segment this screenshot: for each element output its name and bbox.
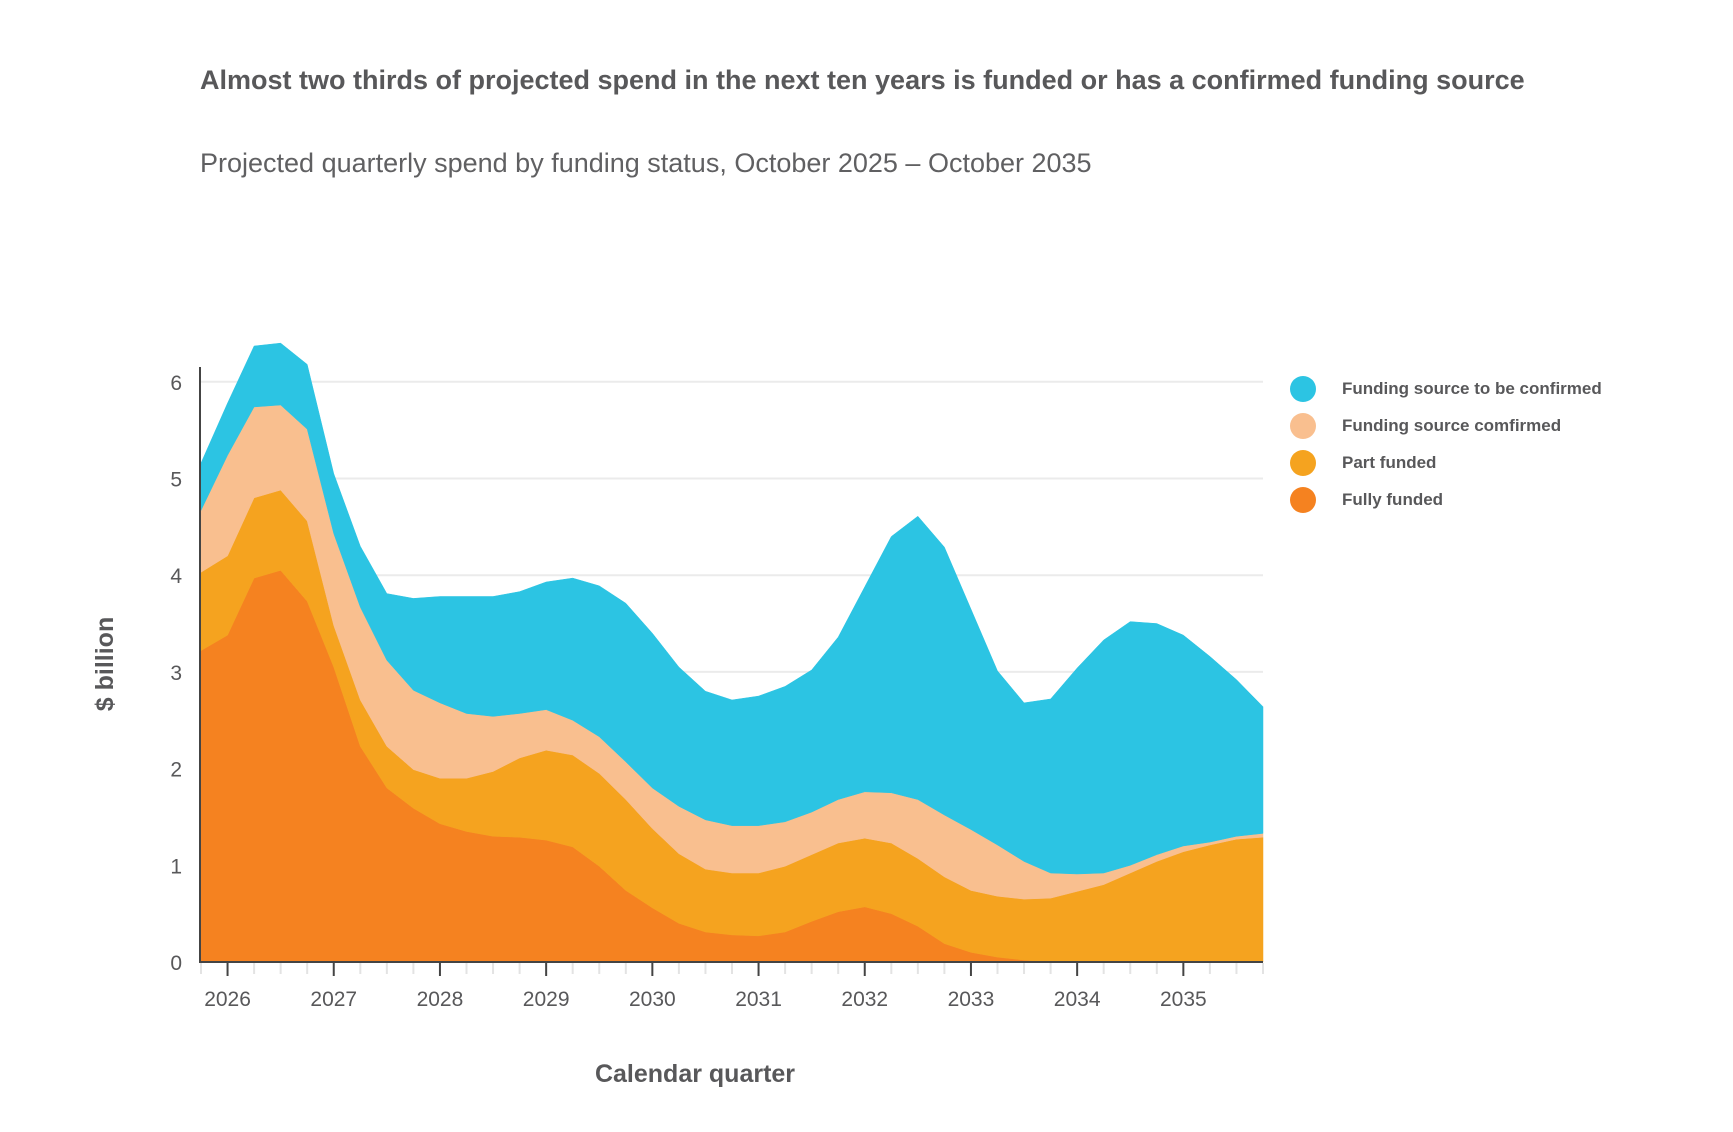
legend-label: Part funded [1342, 452, 1437, 472]
legend-swatch-orange-icon [1290, 486, 1316, 513]
x-tick-label: 2035 [1160, 988, 1207, 1011]
legend-swatch-amber-icon [1290, 449, 1316, 476]
y-tick-label: 1 [170, 855, 182, 878]
x-axis-title: Calendar quarter [595, 1060, 795, 1088]
y-axis-title: $ billion [91, 617, 119, 711]
y-tick-label: 6 [170, 372, 182, 395]
y-tick-label: 5 [170, 469, 182, 492]
y-tick-label: 4 [170, 565, 182, 588]
x-tick-label: 2030 [629, 988, 676, 1011]
area-layers [200, 342, 1264, 963]
legend: Funding source to be confirmed Funding s… [1290, 370, 1602, 518]
x-tick-label: 2034 [1054, 988, 1101, 1011]
legend-item-part-funded[interactable]: Part funded [1290, 444, 1602, 481]
y-tick-label: 2 [170, 759, 182, 782]
legend-item-to-be-confirmed[interactable]: Funding source to be confirmed [1290, 370, 1602, 407]
legend-swatch-blue-icon [1290, 375, 1316, 402]
x-tick-label: 2033 [948, 988, 995, 1011]
x-tick-label: 2029 [523, 988, 570, 1011]
y-tick-label: 0 [170, 952, 182, 975]
chart-title: Almost two thirds of projected spend in … [200, 65, 1525, 95]
x-tick-label: 2027 [310, 988, 357, 1011]
y-tick-label: 3 [170, 662, 182, 685]
legend-label: Fully funded [1342, 489, 1444, 509]
legend-item-confirmed[interactable]: Funding source comfirmed [1290, 407, 1602, 444]
x-tick-label: 2032 [841, 988, 888, 1011]
area-funding-source-to-be-confirmed [200, 342, 1264, 875]
x-tick-label: 2028 [417, 988, 464, 1011]
legend-label: Funding source to be confirmed [1342, 378, 1602, 398]
legend-label: Funding source comfirmed [1342, 415, 1562, 435]
axes: 0 1 2 3 4 5 6 2026 2027 2028 2029 2030 2031 2032 2033 2… [170, 367, 1264, 1011]
x-tick-label: 2026 [204, 988, 251, 1011]
legend-item-fully-funded[interactable]: Fully funded [1290, 481, 1602, 518]
x-tick-label: 2031 [735, 988, 782, 1011]
legend-swatch-peach-icon [1290, 412, 1316, 439]
chart-subtitle: Projected quarterly spend by funding sta… [200, 148, 1092, 178]
